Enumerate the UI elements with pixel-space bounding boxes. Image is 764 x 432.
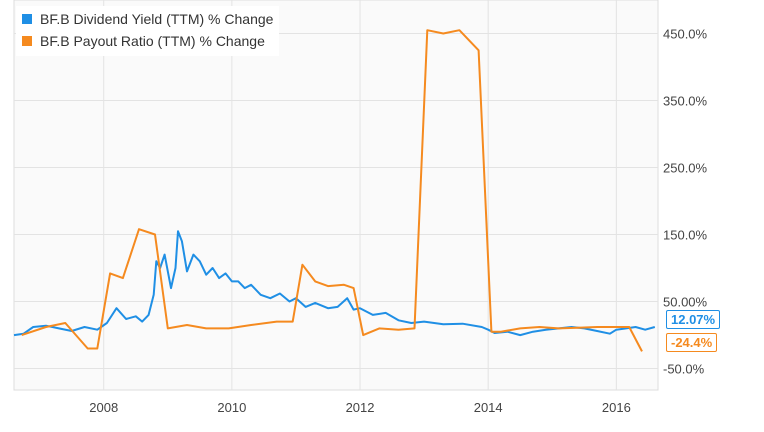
plot-background	[13, 0, 659, 391]
y-tick-label: 50.00%	[663, 295, 708, 310]
legend-swatch-dividend-yield	[22, 14, 32, 24]
legend-item-dividend-yield[interactable]: BF.B Dividend Yield (TTM) % Change	[22, 8, 273, 30]
y-tick-label: 450.0%	[663, 27, 708, 42]
y-tick-label: 150.0%	[663, 228, 708, 243]
legend: BF.B Dividend Yield (TTM) % Change BF.B …	[16, 6, 280, 56]
y-tick-label: 250.0%	[663, 161, 708, 176]
legend-label-payout-ratio: BF.B Payout Ratio (TTM) % Change	[40, 33, 265, 49]
x-tick-label: 2010	[217, 400, 246, 415]
series-line-dividend-yield[interactable]	[13, 230, 656, 337]
legend-swatch-payout-ratio	[22, 36, 32, 46]
x-tick-label: 2008	[89, 400, 118, 415]
legend-label-dividend-yield: BF.B Dividend Yield (TTM) % Change	[40, 11, 274, 27]
end-value-label-payout-ratio: -24.4%	[666, 333, 718, 352]
legend-item-payout-ratio[interactable]: BF.B Payout Ratio (TTM) % Change	[22, 30, 273, 52]
series-line-payout-ratio[interactable]	[21, 29, 643, 352]
y-tick-label: 350.0%	[663, 94, 708, 109]
x-tick-label: 2012	[346, 400, 375, 415]
x-tick-label: 2016	[602, 400, 631, 415]
x-tick-label: 2014	[474, 400, 503, 415]
y-tick-label: -50.0%	[663, 362, 705, 377]
end-value-label-dividend-yield: 12.07%	[666, 310, 721, 329]
